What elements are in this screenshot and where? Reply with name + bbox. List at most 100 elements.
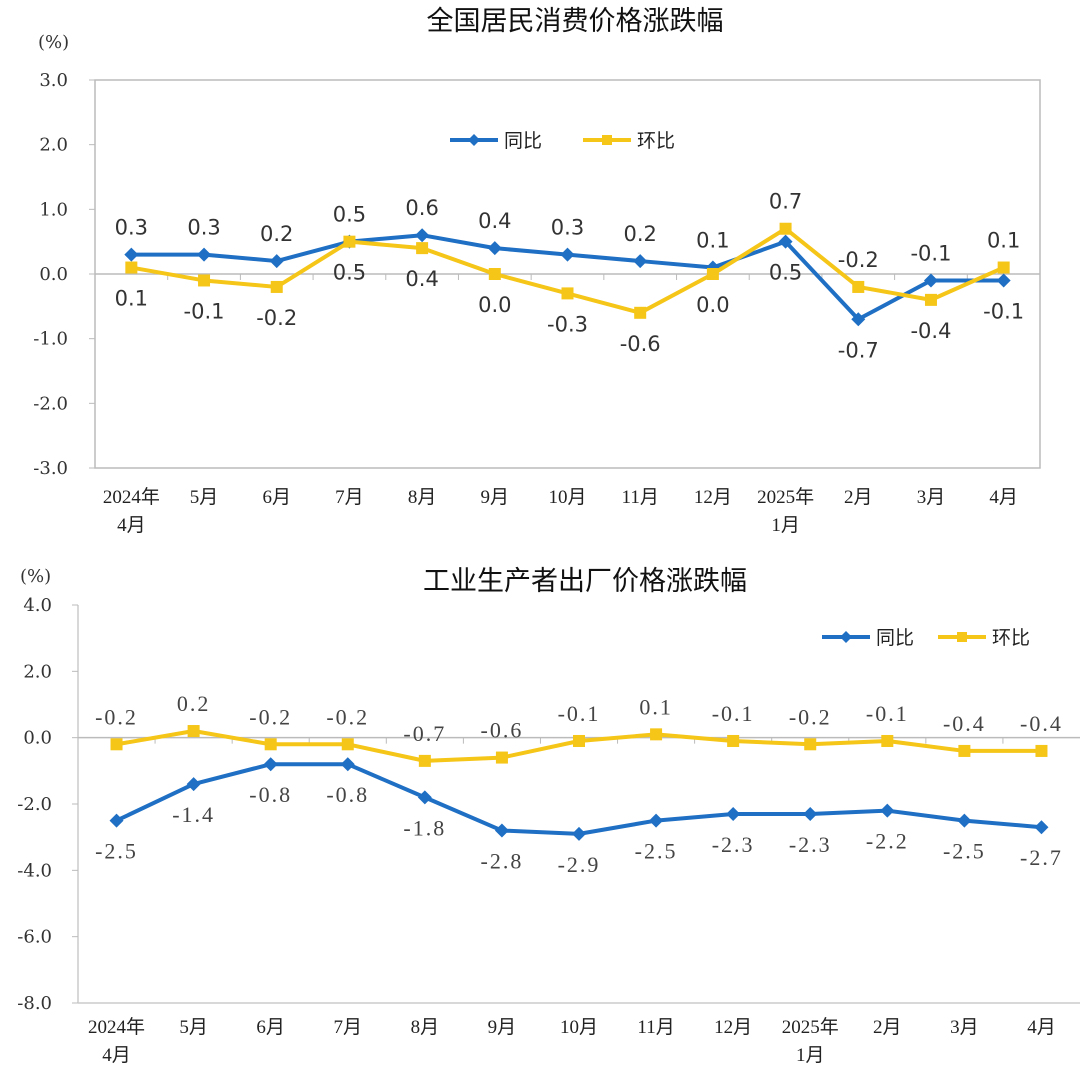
y-tick-label: -2.0 bbox=[17, 794, 52, 815]
data-point-square bbox=[270, 280, 283, 293]
data-label: -2.7 bbox=[1020, 845, 1063, 870]
x-tick-label: 2025年 bbox=[782, 1016, 839, 1038]
data-label: 0.4 bbox=[405, 267, 438, 291]
data-label: -0.2 bbox=[789, 704, 832, 729]
x-tick-label: 2024年 bbox=[88, 1016, 145, 1038]
data-point-diamond bbox=[560, 247, 575, 262]
data-point-square bbox=[416, 242, 429, 255]
data-label: 0.6 bbox=[405, 196, 438, 220]
data-point-diamond bbox=[417, 790, 432, 805]
data-label: 0.2 bbox=[623, 222, 656, 246]
x-tick-label: 11月 bbox=[637, 1017, 674, 1038]
x-tick-label: 8月 bbox=[411, 1017, 440, 1038]
legend-label: 环比 bbox=[992, 627, 1030, 649]
x-tick-label: 1月 bbox=[796, 1045, 825, 1066]
data-label: -0.6 bbox=[620, 332, 661, 356]
data-label: 0.1 bbox=[987, 229, 1020, 253]
data-label: -0.2 bbox=[95, 704, 138, 729]
x-tick-label: 11月 bbox=[622, 487, 659, 508]
data-label: -0.1 bbox=[712, 701, 755, 726]
data-point-diamond bbox=[340, 757, 355, 772]
data-point-square bbox=[341, 738, 354, 751]
data-label: -2.2 bbox=[866, 829, 909, 854]
legend-label: 同比 bbox=[876, 627, 914, 649]
data-label: -0.4 bbox=[1020, 711, 1063, 736]
data-label: -0.1 bbox=[184, 299, 225, 323]
data-label: -2.8 bbox=[481, 849, 524, 874]
data-point-diamond bbox=[415, 228, 430, 243]
data-point-square bbox=[650, 728, 663, 741]
data-point-square bbox=[495, 751, 508, 764]
data-point-square bbox=[125, 261, 138, 274]
data-point-diamond bbox=[957, 813, 972, 828]
data-point-diamond bbox=[487, 241, 502, 256]
data-label: -2.5 bbox=[943, 839, 986, 864]
y-tick-label: -4.0 bbox=[17, 860, 52, 881]
data-point-square bbox=[264, 738, 277, 751]
legend-marker-square bbox=[602, 135, 612, 145]
y-tick-label: -8.0 bbox=[17, 993, 52, 1014]
data-point-diamond bbox=[726, 806, 741, 821]
data-point-square bbox=[561, 287, 574, 300]
data-point-diamond bbox=[778, 234, 793, 249]
data-point-diamond bbox=[109, 813, 124, 828]
data-label: -0.1 bbox=[866, 701, 909, 726]
data-point-square bbox=[488, 268, 501, 280]
data-label: 0.7 bbox=[769, 190, 802, 214]
y-tick-label: 3.0 bbox=[39, 70, 68, 91]
data-point-diamond bbox=[851, 312, 866, 327]
y-tick-label: -1.0 bbox=[33, 329, 68, 350]
data-point-diamond bbox=[269, 254, 284, 269]
data-point-square bbox=[727, 734, 740, 747]
x-tick-label: 4月 bbox=[989, 487, 1018, 508]
chart1-unit: (%) bbox=[38, 32, 69, 53]
y-tick-label: -3.0 bbox=[33, 458, 68, 479]
y-tick-label: 4.0 bbox=[23, 595, 52, 616]
chart2-unit: (%) bbox=[20, 566, 51, 587]
x-tick-label: 4月 bbox=[102, 1045, 131, 1066]
y-tick-label: 2.0 bbox=[39, 135, 68, 156]
data-point-diamond bbox=[263, 757, 278, 772]
data-label: -1.4 bbox=[172, 802, 215, 827]
data-point-diamond bbox=[197, 247, 212, 262]
data-label: -2.5 bbox=[635, 839, 678, 864]
x-tick-label: 8月 bbox=[408, 487, 437, 508]
data-label: -0.2 bbox=[256, 306, 297, 330]
x-tick-label: 7月 bbox=[335, 487, 364, 508]
x-tick-label: 12月 bbox=[694, 487, 732, 508]
data-label: -2.3 bbox=[712, 832, 755, 857]
x-tick-label: 10月 bbox=[548, 487, 586, 508]
data-label: -0.2 bbox=[838, 248, 879, 272]
x-tick-label: 10月 bbox=[560, 1017, 598, 1038]
data-label: -0.7 bbox=[838, 338, 879, 362]
chart1-title: 全国居民消费价格涨跌幅 bbox=[427, 6, 724, 37]
x-tick-label: 6月 bbox=[256, 1017, 285, 1038]
data-label: -0.2 bbox=[326, 704, 369, 729]
y-tick-label: -6.0 bbox=[17, 927, 52, 948]
data-point-square bbox=[198, 274, 211, 287]
x-tick-label: 9月 bbox=[481, 487, 510, 508]
chart2-title: 工业生产者出厂价格涨跌幅 bbox=[423, 566, 747, 597]
data-point-square bbox=[706, 268, 719, 280]
data-label: -0.8 bbox=[326, 782, 369, 807]
x-tick-label: 5月 bbox=[179, 1017, 208, 1038]
data-point-square bbox=[804, 738, 817, 751]
data-point-diamond bbox=[494, 823, 509, 838]
data-point-square bbox=[343, 235, 356, 248]
y-tick-label: 1.0 bbox=[39, 199, 68, 220]
data-point-square bbox=[779, 222, 792, 235]
legend-label: 同比 bbox=[504, 130, 542, 152]
data-label: -0.7 bbox=[403, 721, 446, 746]
data-point-diamond bbox=[880, 803, 895, 818]
x-tick-label: 6月 bbox=[262, 487, 291, 508]
data-point-square bbox=[997, 261, 1010, 274]
data-label: 0.3 bbox=[115, 216, 148, 240]
x-tick-label: 2月 bbox=[873, 1017, 902, 1038]
data-point-diamond bbox=[923, 273, 938, 288]
data-label: 0.5 bbox=[333, 203, 366, 227]
data-label: 0.0 bbox=[696, 293, 729, 317]
x-tick-label: 3月 bbox=[950, 1017, 979, 1038]
x-tick-label: 2月 bbox=[844, 487, 873, 508]
data-label: 0.2 bbox=[177, 691, 211, 716]
